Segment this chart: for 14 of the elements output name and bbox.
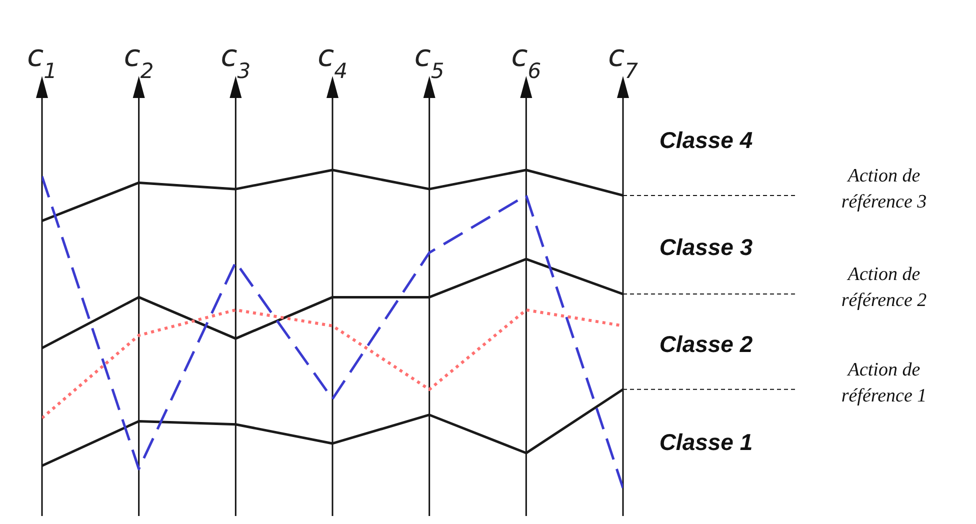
text: Action de référence 2 bbox=[841, 264, 928, 312]
annotation: Classe 2 bbox=[659, 331, 753, 357]
x-tick-label: c$_{1}$ bbox=[27, 39, 57, 83]
x-tick-label: c$_{2}$ bbox=[124, 39, 154, 83]
x-tick-label: c$_{3}$ bbox=[220, 39, 251, 83]
annotation: Classe 3 bbox=[659, 234, 753, 260]
x-tick-label: c$_{5}$ bbox=[414, 39, 444, 83]
annotation: Classe 1 bbox=[659, 429, 753, 455]
x-tick-label: c$_{7}$ bbox=[608, 39, 639, 83]
text: Action de référence 3 bbox=[841, 165, 927, 212]
x-tick-label: c$_{6}$ bbox=[511, 39, 542, 83]
text: Classe 4 bbox=[659, 127, 753, 153]
text: Action de référence 1 bbox=[841, 359, 927, 406]
x-tick-label: c$_{4}$ bbox=[318, 39, 348, 83]
